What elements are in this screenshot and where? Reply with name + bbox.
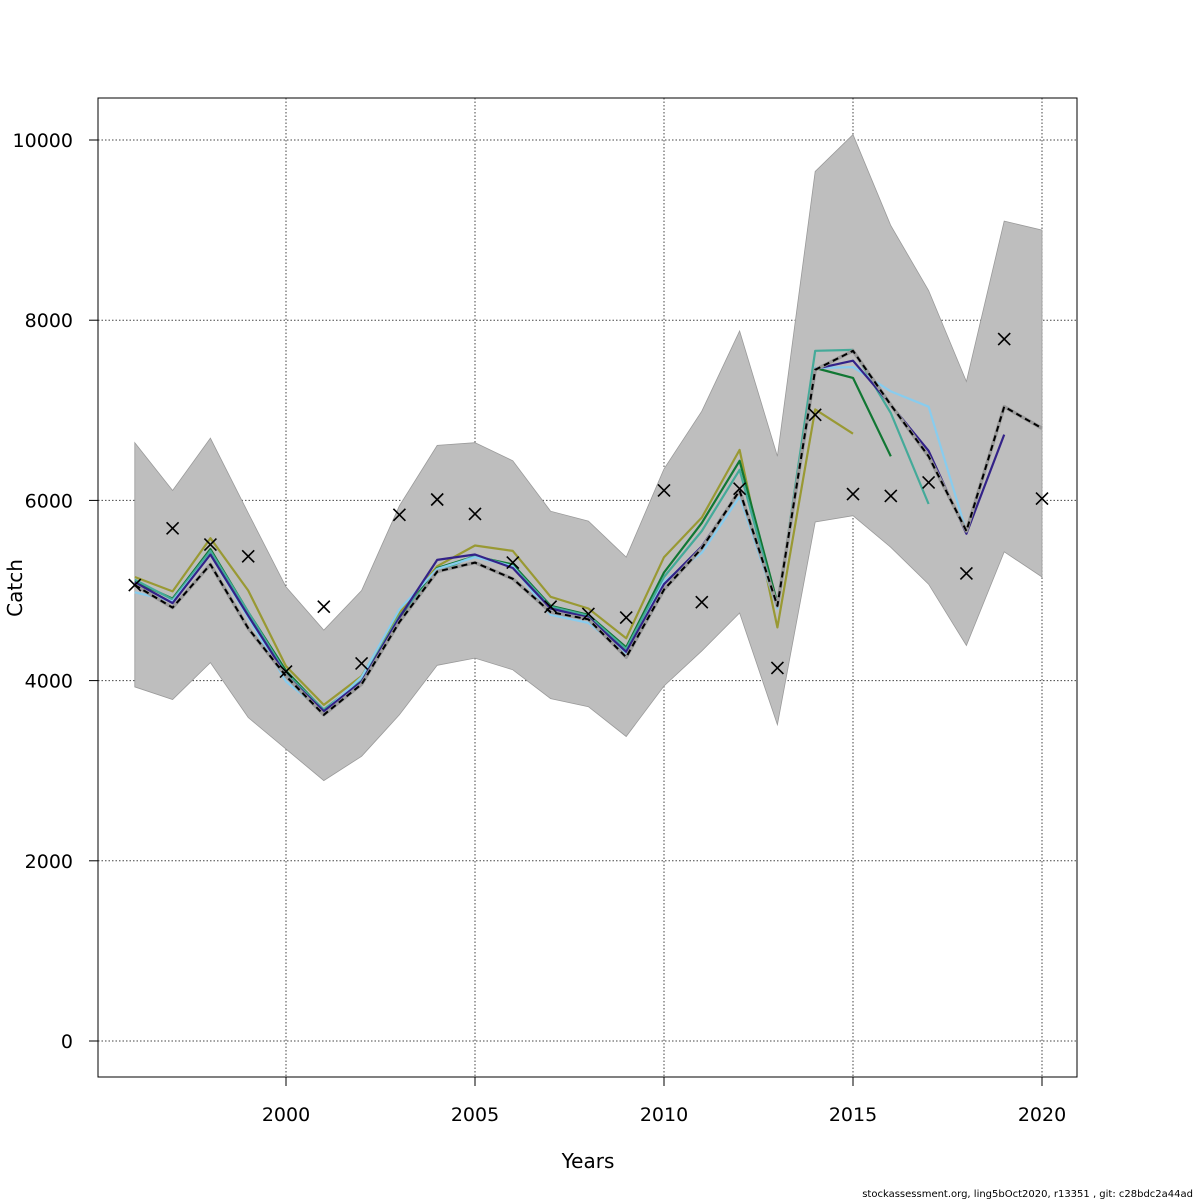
observed-point-stroke [430, 492, 444, 507]
observed-point [959, 566, 973, 580]
y-tick-label: 10000 [13, 130, 73, 152]
observed-point [128, 578, 142, 592]
observed-point [695, 595, 709, 609]
observed-point [544, 600, 558, 614]
observed-point-stroke [770, 661, 784, 675]
observed-point [430, 492, 444, 507]
observed-point [657, 483, 671, 498]
observed-point [241, 549, 255, 563]
observed-point-stroke [1035, 492, 1049, 506]
observed-point-stroke [619, 610, 633, 625]
observed-point [279, 665, 293, 679]
observed-point-stroke [657, 483, 671, 498]
y-tick-label: 0 [61, 1031, 73, 1053]
x-tick-label: 2020 [1018, 1104, 1066, 1126]
observed-point-stroke [506, 556, 520, 570]
observed-point-stroke [846, 487, 860, 501]
observed-point [317, 600, 331, 614]
observed-point-stroke [922, 475, 936, 489]
observed-point [733, 482, 747, 496]
observed-point [884, 489, 898, 503]
footer-note: stockassessment.org, ling5bOct2020, r133… [862, 1189, 1193, 1200]
observed-point [506, 556, 520, 570]
observed-point-stroke [884, 489, 898, 503]
confidence-band [134, 133, 1043, 782]
x-tick-label: 2005 [451, 1104, 499, 1126]
x-tick-label: 2000 [262, 1104, 310, 1126]
observed-point-stroke [392, 508, 406, 522]
x-tick-label: 2010 [640, 1104, 688, 1126]
observed-point [808, 408, 822, 422]
y-tick-label: 6000 [25, 490, 73, 512]
observed-point-stroke [997, 332, 1011, 346]
observed-point-stroke [128, 578, 142, 592]
observed-point [355, 656, 369, 671]
observed-point-stroke [166, 521, 180, 535]
observed-point [770, 661, 784, 675]
y-tick-label: 2000 [25, 851, 73, 873]
series-line [134, 349, 1043, 716]
plot-frame [97, 97, 1078, 1078]
observed-point [581, 607, 595, 621]
observed-point-stroke [695, 595, 709, 609]
series-line [134, 359, 1006, 713]
observed-point-stroke [241, 549, 255, 563]
confidence-band-area [134, 133, 1043, 782]
observed-point-stroke [317, 600, 331, 614]
y-axis-title: Catch [3, 559, 27, 617]
observed-point [468, 507, 482, 521]
x-axis-title: Years [561, 1149, 615, 1173]
observed-point [166, 521, 180, 535]
observed-point [203, 537, 217, 552]
observed-points [128, 332, 1049, 679]
observed-point [997, 332, 1011, 346]
observed-point [846, 487, 860, 501]
observed-point [392, 508, 406, 522]
observed-point-stroke [279, 665, 293, 679]
observed-point [922, 475, 936, 489]
x-tick-label: 2015 [829, 1104, 877, 1126]
observed-point-stroke [544, 600, 558, 614]
y-tick-label: 8000 [25, 310, 73, 332]
observed-point-stroke [468, 507, 482, 521]
observed-point-stroke [733, 482, 747, 496]
axes: 2000 2005 2010 2015 2020 0 2000 4000 6000 8000 100… [13, 97, 1078, 1126]
y-tick-label: 4000 [25, 671, 73, 693]
observed-point-stroke [959, 566, 973, 580]
observed-point [1035, 492, 1049, 506]
observed-point-stroke [203, 537, 217, 552]
observed-point-stroke [581, 607, 595, 621]
observed-point [619, 610, 633, 625]
series-lines [133, 348, 1043, 717]
observed-point-stroke [355, 656, 369, 671]
series-line [134, 408, 854, 707]
observed-point-stroke [808, 408, 822, 422]
